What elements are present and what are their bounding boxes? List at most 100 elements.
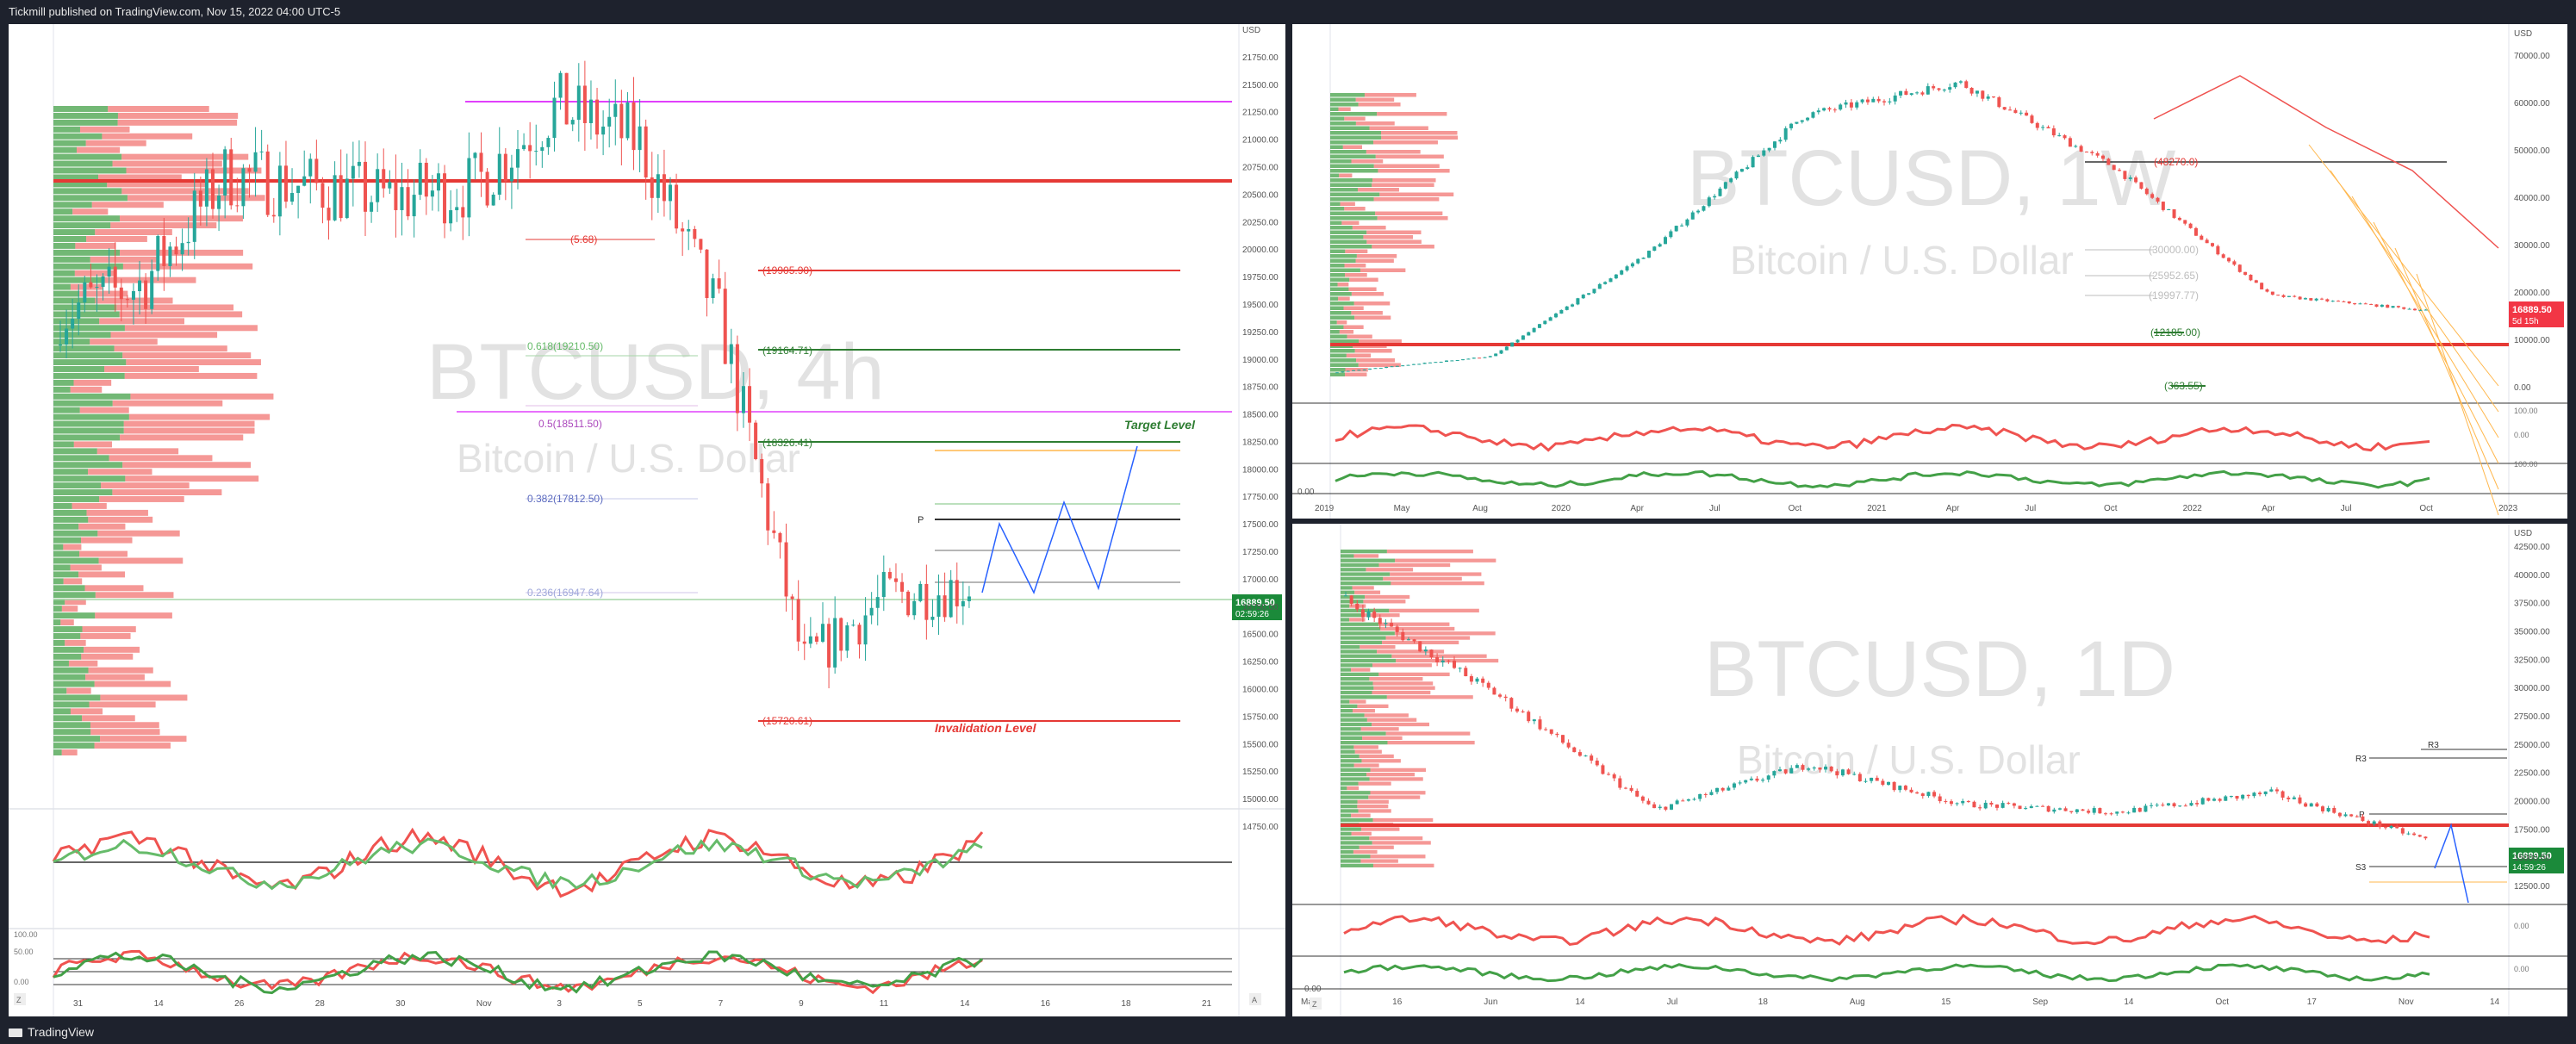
candle[interactable] (893, 578, 898, 582)
candle[interactable] (1969, 88, 1974, 94)
candle[interactable] (138, 280, 142, 292)
candle[interactable] (638, 126, 642, 151)
candle[interactable] (2189, 803, 2193, 806)
candle[interactable] (1587, 293, 1591, 295)
candle[interactable] (1652, 246, 1657, 252)
candle[interactable] (1773, 141, 1776, 148)
candle[interactable] (1548, 317, 1552, 321)
candle[interactable] (516, 149, 520, 168)
candle[interactable] (351, 165, 355, 179)
candle[interactable] (588, 99, 593, 123)
candle[interactable] (2000, 803, 2005, 808)
candle[interactable] (2402, 307, 2406, 309)
candle[interactable] (2260, 283, 2264, 289)
candle[interactable] (107, 266, 111, 277)
candle[interactable] (2269, 789, 2274, 792)
candle[interactable] (1949, 801, 1953, 805)
candle[interactable] (1840, 769, 1845, 776)
candle[interactable] (2274, 789, 2279, 792)
candle[interactable] (1378, 618, 1382, 625)
candle[interactable] (2353, 303, 2357, 305)
candle[interactable] (1801, 765, 1805, 770)
candle[interactable] (1670, 804, 1673, 810)
candle[interactable] (2304, 803, 2308, 807)
candle[interactable] (364, 161, 367, 212)
candle[interactable] (1686, 799, 1690, 801)
candle[interactable] (1948, 87, 1952, 90)
candle[interactable] (2025, 112, 2029, 116)
candle[interactable] (2303, 298, 2307, 300)
candle[interactable] (662, 174, 666, 202)
candle[interactable] (406, 187, 410, 217)
candle[interactable] (650, 177, 654, 198)
candle[interactable] (827, 624, 831, 668)
chart-1w-svg[interactable]: BTCUSD, 1W Bitcoin / U.S. Dollar (48270.… (1292, 24, 2567, 519)
candle[interactable] (479, 152, 483, 172)
candle[interactable] (1612, 774, 1616, 779)
candle[interactable] (723, 289, 727, 364)
projection-path[interactable] (981, 445, 1138, 594)
candle[interactable] (1915, 92, 1920, 94)
candle[interactable] (790, 596, 794, 600)
candle[interactable] (308, 158, 313, 177)
candle[interactable] (1899, 90, 1903, 96)
candle[interactable] (89, 282, 93, 288)
candle[interactable] (1395, 365, 1399, 367)
candle[interactable] (2315, 803, 2319, 807)
candle[interactable] (1749, 778, 1753, 780)
candle[interactable] (681, 228, 685, 232)
candle[interactable] (2400, 828, 2405, 834)
chart-1d-svg[interactable]: BTCUSD, 1D Bitcoin / U.S. Dollar R3 R3 P… (1292, 524, 2567, 1016)
candle[interactable] (2252, 792, 2256, 797)
candle[interactable] (2195, 803, 2200, 805)
candle[interactable] (1795, 765, 1799, 768)
candle[interactable] (1481, 678, 1485, 683)
candle[interactable] (595, 99, 600, 135)
candle[interactable] (162, 235, 166, 266)
candle[interactable] (522, 145, 526, 150)
candle[interactable] (1800, 120, 1804, 122)
candlestick-series[interactable] (1335, 79, 2428, 374)
candle[interactable] (1783, 769, 1788, 774)
candle[interactable] (1494, 353, 1498, 357)
candle[interactable] (1464, 668, 1468, 677)
candle[interactable] (1492, 687, 1496, 695)
candle[interactable] (2035, 805, 2039, 807)
candle[interactable] (887, 572, 892, 579)
candle[interactable] (2079, 146, 2083, 152)
candle[interactable] (1372, 611, 1377, 618)
candle[interactable] (1783, 127, 1788, 140)
candle[interactable] (1767, 147, 1771, 151)
candle[interactable] (1685, 219, 1689, 226)
candle[interactable] (961, 600, 965, 606)
candle[interactable] (2012, 803, 2016, 806)
candle[interactable] (1822, 108, 1826, 111)
candle[interactable] (1418, 641, 1422, 652)
candle[interactable] (2074, 146, 2078, 147)
candle[interactable] (1335, 372, 1339, 374)
candle[interactable] (912, 600, 917, 616)
candle[interactable] (1739, 169, 1744, 172)
candle[interactable] (1509, 698, 1514, 709)
candle[interactable] (2396, 306, 2400, 308)
candle[interactable] (717, 278, 721, 289)
candle[interactable] (2337, 812, 2342, 817)
time-axis[interactable]: 2019 May Aug 2020 Apr Jul Oct 2021 Apr Jul Oct 2022… (1315, 504, 2518, 513)
candle[interactable] (601, 126, 606, 135)
candle[interactable] (1855, 102, 1859, 108)
candle[interactable] (1816, 110, 1820, 113)
candle[interactable] (2243, 271, 2248, 275)
candle[interactable] (1795, 121, 1799, 124)
candle[interactable] (967, 596, 971, 601)
candle[interactable] (241, 168, 246, 207)
candle[interactable] (748, 386, 752, 423)
candle[interactable] (1832, 109, 1837, 111)
candle[interactable] (1812, 767, 1816, 769)
candle[interactable] (1549, 729, 1553, 734)
candle[interactable] (1488, 356, 1492, 357)
candle[interactable] (1344, 595, 1347, 597)
candle[interactable] (1857, 774, 1862, 781)
candle[interactable] (2139, 182, 2144, 190)
candle[interactable] (906, 591, 911, 616)
candle[interactable] (2046, 127, 2050, 129)
